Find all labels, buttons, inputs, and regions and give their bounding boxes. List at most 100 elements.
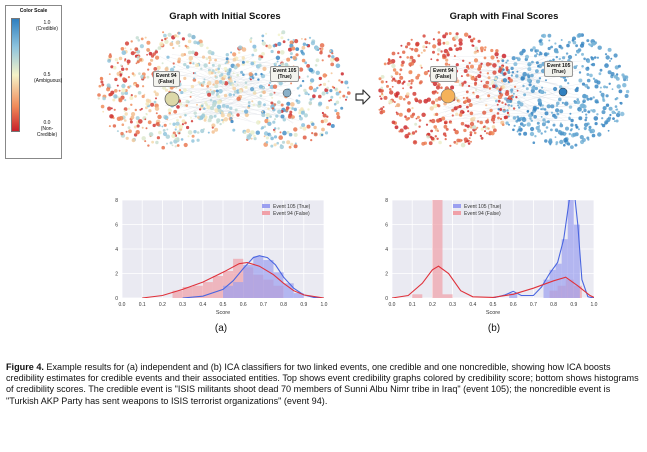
graph-node: [205, 103, 208, 107]
graph-node: [589, 73, 593, 78]
graph-node: [199, 42, 204, 48]
graph-node: [396, 112, 399, 116]
graph-node: [559, 123, 564, 128]
graph-node: [532, 141, 536, 144]
graph-node: [585, 113, 588, 116]
x-tick-label: 0.2: [429, 302, 436, 308]
graph-node: [383, 62, 387, 66]
graph-node: [124, 119, 127, 122]
graph-node: [510, 104, 513, 107]
graph-node: [156, 123, 160, 127]
graph-node: [257, 78, 260, 81]
graph-node: [563, 132, 566, 136]
graph-node: [210, 90, 215, 95]
graph-node: [559, 139, 564, 145]
graph-node: [185, 65, 190, 69]
graph-node: [496, 87, 499, 90]
graph-node: [536, 52, 539, 55]
graph-node: [530, 111, 534, 115]
graph-node: [511, 56, 516, 61]
graph-node: [109, 86, 112, 89]
graph-node: [510, 88, 514, 92]
graph-node: [490, 55, 495, 60]
graph-node: [141, 94, 145, 99]
graph-node: [612, 117, 615, 120]
graph-node: [577, 128, 580, 131]
graph-node: [190, 120, 194, 123]
graph-node: [116, 84, 119, 87]
graph-node: [586, 73, 590, 76]
graph-node: [572, 40, 577, 45]
graph-node: [525, 87, 529, 91]
graph-node: [316, 86, 319, 90]
graph-node: [531, 60, 534, 64]
graph-node: [216, 94, 221, 99]
graph-node: [203, 118, 207, 122]
graph-node: [581, 65, 584, 68]
graph-node: [458, 113, 463, 117]
graph-node: [201, 113, 206, 118]
graph-node: [541, 104, 544, 107]
graph-node: [453, 128, 456, 132]
graph-node: [187, 130, 193, 135]
graph-node: [309, 98, 313, 101]
graph-node: [578, 78, 583, 83]
graph-node: [217, 67, 220, 71]
x-tick-label: 0.9: [570, 302, 577, 308]
blue-histogram-bar: [567, 200, 574, 298]
graph-node: [407, 117, 411, 120]
graph-node: [147, 144, 150, 147]
graph-node: [466, 105, 469, 109]
graph-node: [465, 96, 469, 100]
graph-node: [228, 68, 232, 72]
graph-node: [453, 140, 457, 144]
graph-node: [581, 138, 586, 142]
x-tick-label: 0.1: [409, 302, 416, 308]
graph-node: [277, 127, 280, 130]
graph-node: [156, 136, 160, 140]
final-event105-label: Event 105 (True): [544, 61, 574, 77]
x-tick-label: 0.5: [220, 302, 227, 308]
graph-node: [594, 99, 599, 104]
histogram-b: 0 2 4 6 8 0.0 0.1 0.2 0.3 0.4 0.5 0.6 0.7 0.8 0.9 1.0 Sc…: [385, 198, 597, 316]
final-event105-name: Event 105: [547, 63, 571, 69]
graph-node: [498, 92, 501, 95]
blue-histogram-bar: [223, 285, 234, 298]
graph-node: [226, 71, 231, 76]
color-scale-mid: 0.5 (Ambiguous): [34, 72, 62, 84]
graph-node: [448, 32, 452, 35]
graph-node: [613, 53, 618, 58]
graph-node: [578, 108, 582, 112]
graph-node: [145, 113, 148, 115]
graph-node: [611, 110, 616, 115]
graph-node: [339, 96, 342, 99]
red-histogram-bar: [233, 258, 244, 298]
color-scale-mid-value: 0.5: [43, 72, 51, 78]
graph-node: [414, 122, 418, 126]
graph-node: [313, 125, 317, 130]
x-axis-label: Score: [216, 310, 230, 316]
graph-node: [323, 118, 328, 123]
initial-event105-label: Event 105 (True): [270, 66, 300, 82]
graph-node: [122, 77, 126, 81]
graph-node: [177, 57, 181, 61]
graph-node: [502, 78, 508, 83]
graph-node: [155, 140, 159, 145]
graph-node: [261, 113, 266, 118]
graph-node: [590, 56, 593, 59]
x-tick-label: 0.7: [260, 302, 267, 308]
graph-node: [145, 127, 148, 130]
graph-node: [229, 106, 233, 110]
graph-node: [130, 40, 133, 43]
graph-node: [330, 57, 335, 62]
graph-node: [398, 112, 403, 117]
graph-node: [232, 57, 237, 62]
graph-node: [475, 88, 478, 92]
graph-node: [319, 47, 322, 50]
graph-node: [334, 109, 338, 113]
graph-node: [162, 131, 168, 137]
red-histogram-bar: [172, 290, 183, 298]
graph-node: [190, 117, 192, 119]
graph-node: [244, 109, 249, 114]
graph-edge: [176, 70, 293, 100]
